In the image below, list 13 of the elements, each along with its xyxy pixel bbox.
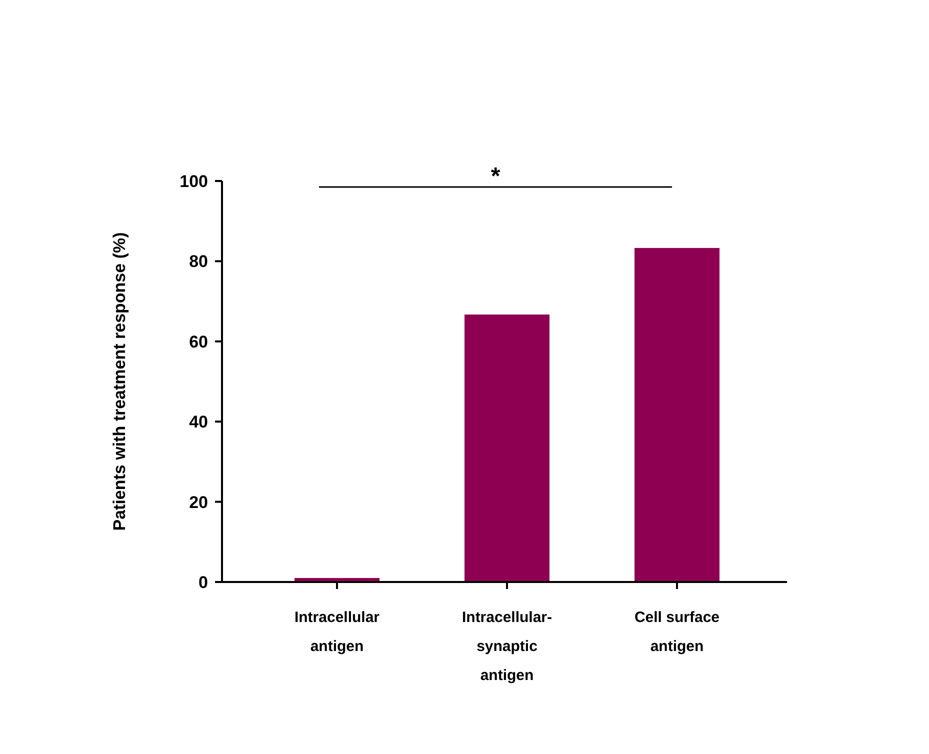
x-tick-label: Cell surface antigen: [634, 609, 720, 655]
y-tick-label: 100: [180, 172, 208, 191]
y-tick-label: 80: [189, 252, 208, 272]
annotation: *: [490, 163, 501, 190]
y-axis-title: Patients with treatment response (%): [110, 232, 129, 531]
x-tick-label: Intracellular antigen: [294, 609, 380, 655]
y-tick-label: 40: [189, 412, 208, 432]
y-tick-label: 60: [189, 332, 208, 352]
x-tick-label: Intracellular- synaptic antigen: [462, 609, 552, 684]
y-tick-label: 20: [189, 492, 208, 512]
bar: [634, 248, 720, 582]
bar: [464, 314, 550, 582]
y-tick-label: 0: [198, 572, 208, 592]
